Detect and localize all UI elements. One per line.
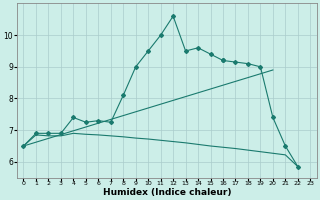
X-axis label: Humidex (Indice chaleur): Humidex (Indice chaleur) bbox=[103, 188, 231, 197]
